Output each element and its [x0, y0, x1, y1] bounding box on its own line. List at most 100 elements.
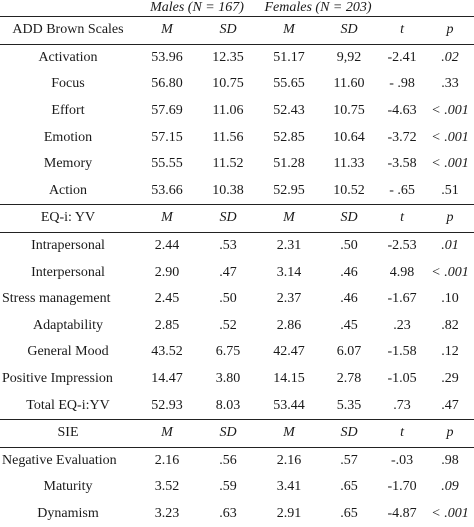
table-cell: 3.41 — [258, 474, 320, 501]
column-header: M — [258, 17, 320, 45]
table-cell: 2.90 — [136, 259, 198, 286]
table-cell: 10.75 — [198, 71, 258, 98]
row-label: Dynamism — [0, 501, 136, 527]
table-cell: 3.52 — [136, 474, 198, 501]
table-cell: 2.16 — [258, 447, 320, 474]
column-header: t — [378, 17, 426, 45]
table-cell: .50 — [320, 232, 378, 259]
table-cell: .57 — [320, 447, 378, 474]
table-cell: 11.60 — [320, 71, 378, 98]
table-cell: .01 — [426, 232, 474, 259]
table-cell: .46 — [320, 286, 378, 313]
table-cell: 3.14 — [258, 259, 320, 286]
table-cell: .02 — [426, 44, 474, 71]
column-header: SD — [198, 205, 258, 233]
table-cell: -3.58 — [378, 151, 426, 178]
table-cell: 10.38 — [198, 178, 258, 205]
table-cell: 14.47 — [136, 366, 198, 393]
table-cell: .45 — [320, 313, 378, 340]
column-header: p — [426, 205, 474, 233]
table-cell: .46 — [320, 259, 378, 286]
table-cell: 9,92 — [320, 44, 378, 71]
table-cell: 2.16 — [136, 447, 198, 474]
column-header: SD — [320, 419, 378, 447]
table-cell: 51.28 — [258, 151, 320, 178]
table-cell: 52.95 — [258, 178, 320, 205]
row-label: Effort — [0, 98, 136, 125]
row-label: Action — [0, 178, 136, 205]
row-label: Adaptability — [0, 313, 136, 340]
column-header: M — [136, 419, 198, 447]
row-label: Negative Evaluation — [0, 447, 136, 474]
table-cell: .98 — [426, 447, 474, 474]
table-cell: -4.87 — [378, 501, 426, 527]
group-header-empty — [0, 0, 136, 17]
table-cell: -2.41 — [378, 44, 426, 71]
group-header-blank — [378, 0, 474, 17]
table-cell: .56 — [198, 447, 258, 474]
column-header: p — [426, 17, 474, 45]
table-cell: - .98 — [378, 71, 426, 98]
table-cell: .50 — [198, 286, 258, 313]
table-cell: -1.05 — [378, 366, 426, 393]
section-title: ADD Brown Scales — [0, 17, 136, 45]
table-cell: 2.37 — [258, 286, 320, 313]
column-header: t — [378, 205, 426, 233]
column-header: M — [258, 419, 320, 447]
row-label: Stress management — [0, 286, 136, 313]
row-label: Maturity — [0, 474, 136, 501]
table-cell: .10 — [426, 286, 474, 313]
column-header: M — [136, 205, 198, 233]
row-label: Memory — [0, 151, 136, 178]
table-cell: 52.93 — [136, 392, 198, 419]
table-cell: < .001 — [426, 501, 474, 527]
table-cell: .09 — [426, 474, 474, 501]
table-cell: 55.65 — [258, 71, 320, 98]
table-cell: 8.03 — [198, 392, 258, 419]
table-cell: 52.85 — [258, 124, 320, 151]
table-cell: 6.75 — [198, 339, 258, 366]
table-cell: 53.44 — [258, 392, 320, 419]
table-cell: < .001 — [426, 98, 474, 125]
table-cell: 6.07 — [320, 339, 378, 366]
column-header: p — [426, 419, 474, 447]
table-cell: - .65 — [378, 178, 426, 205]
table-cell: 3.80 — [198, 366, 258, 393]
table-cell: .52 — [198, 313, 258, 340]
table-cell: 3.23 — [136, 501, 198, 527]
row-label: Intrapersonal — [0, 232, 136, 259]
row-label: Positive Impression — [0, 366, 136, 393]
column-header: SD — [320, 205, 378, 233]
table-cell: .63 — [198, 501, 258, 527]
table-cell: < .001 — [426, 151, 474, 178]
table-cell: 57.69 — [136, 98, 198, 125]
group-header-females: Females (N = 203) — [258, 0, 378, 17]
table-cell: 2.45 — [136, 286, 198, 313]
table-cell: -3.72 — [378, 124, 426, 151]
column-header: t — [378, 419, 426, 447]
table-cell: 2.31 — [258, 232, 320, 259]
table-cell: .53 — [198, 232, 258, 259]
row-label: Focus — [0, 71, 136, 98]
table-cell: 2.44 — [136, 232, 198, 259]
group-header-males: Males (N = 167) — [136, 0, 258, 17]
column-header: SD — [198, 419, 258, 447]
table-cell: 2.91 — [258, 501, 320, 527]
table-cell: .23 — [378, 313, 426, 340]
row-label: Activation — [0, 44, 136, 71]
table-cell: 57.15 — [136, 124, 198, 151]
section-title: SIE — [0, 419, 136, 447]
